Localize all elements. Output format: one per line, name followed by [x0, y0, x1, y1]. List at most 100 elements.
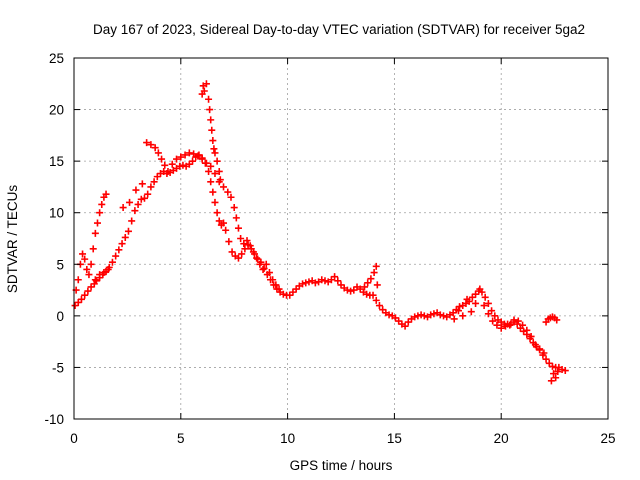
data-point-marker	[132, 186, 140, 194]
data-point-marker	[527, 332, 535, 340]
data-point-marker	[542, 355, 550, 363]
y-tick-label: -5	[52, 360, 64, 375]
data-point-marker	[93, 219, 101, 227]
data-point-marker	[96, 209, 104, 217]
data-point-marker	[220, 183, 228, 191]
data-point-marker	[262, 260, 270, 268]
data-point-marker	[548, 362, 556, 370]
data-point-marker	[210, 145, 218, 153]
data-point-marker	[213, 209, 221, 217]
data-point-marker	[121, 233, 129, 241]
data-point-marker	[213, 157, 221, 165]
data-point-marker	[552, 374, 560, 382]
data-point-marker	[450, 315, 458, 323]
data-point-marker	[558, 365, 566, 373]
data-point-marker	[385, 311, 393, 319]
data-point-marker	[104, 265, 112, 273]
data-point-marker	[137, 195, 145, 203]
y-tick-label: 20	[49, 103, 64, 118]
data-point-marker	[321, 277, 329, 285]
data-point-marker	[510, 316, 518, 324]
data-point-marker	[118, 240, 126, 248]
data-point-marker	[89, 245, 97, 253]
y-tick-label: 5	[56, 257, 64, 272]
data-points	[71, 80, 569, 385]
y-tick-label: 15	[49, 154, 64, 169]
data-point-marker	[531, 341, 539, 349]
data-point-marker	[311, 279, 319, 287]
data-point-marker	[209, 188, 217, 196]
grid-lines	[74, 58, 608, 419]
data-point-marker	[154, 149, 162, 157]
data-point-marker	[150, 178, 158, 186]
data-point-marker	[124, 227, 132, 235]
data-point-marker	[234, 254, 242, 262]
data-point-marker	[115, 246, 123, 254]
chart-title: Day 167 of 2023, Sidereal Day-to-day VTE…	[93, 22, 585, 37]
data-point-marker	[536, 345, 544, 353]
data-point-marker	[472, 299, 480, 307]
data-point-marker	[420, 312, 428, 320]
data-point-marker	[238, 250, 246, 258]
data-point-marker	[140, 194, 148, 202]
data-point-marker	[414, 312, 422, 320]
data-point-marker	[302, 279, 310, 287]
data-point-marker	[189, 157, 197, 165]
data-point-marker	[265, 269, 273, 277]
data-point-marker	[343, 286, 351, 294]
data-point-marker	[144, 190, 152, 198]
data-point-marker	[334, 277, 342, 285]
data-point-marker	[77, 295, 85, 303]
data-point-marker	[216, 176, 224, 184]
data-point-marker	[126, 198, 134, 206]
data-point-marker	[83, 265, 91, 273]
data-point-marker	[91, 276, 99, 284]
data-point-marker	[550, 370, 558, 378]
data-point-marker	[207, 178, 215, 186]
data-point-marker	[279, 290, 287, 298]
data-point-marker	[164, 167, 172, 175]
data-point-marker	[205, 95, 213, 103]
data-point-marker	[232, 214, 240, 222]
data-point-marker	[523, 326, 531, 334]
data-point-marker	[519, 321, 527, 329]
data-point-marker	[246, 242, 254, 250]
data-point-marker	[272, 281, 280, 289]
series-track-b	[72, 190, 112, 294]
data-point-marker	[456, 303, 464, 311]
data-point-marker	[430, 310, 438, 318]
data-point-marker	[158, 155, 166, 163]
data-point-marker	[161, 161, 169, 169]
data-point-marker	[484, 299, 492, 307]
data-point-marker	[364, 279, 372, 287]
data-point-marker	[100, 269, 108, 277]
data-point-marker	[185, 149, 193, 157]
data-point-marker	[143, 139, 151, 147]
data-point-marker	[85, 271, 93, 279]
data-point-marker	[459, 312, 467, 320]
x-tick-label: 10	[280, 431, 295, 446]
data-point-marker	[84, 287, 92, 295]
data-point-marker	[411, 313, 419, 321]
data-point-marker	[194, 152, 202, 160]
data-point-marker	[553, 316, 561, 324]
data-point-marker	[225, 238, 233, 246]
data-point-marker	[215, 217, 223, 225]
data-point-marker	[112, 252, 120, 260]
y-tick-label: 0	[56, 309, 64, 324]
data-point-marker	[275, 285, 283, 293]
data-point-marker	[372, 262, 380, 270]
data-point-marker	[259, 265, 267, 273]
data-point-marker	[372, 296, 380, 304]
data-point-marker	[417, 311, 425, 319]
data-point-marker	[202, 159, 210, 167]
data-point-marker	[249, 248, 257, 256]
data-point-marker	[87, 260, 95, 268]
data-point-marker	[370, 269, 378, 277]
data-point-marker	[176, 162, 184, 170]
data-point-marker	[436, 311, 444, 319]
data-point-marker	[484, 310, 492, 318]
data-point-marker	[179, 161, 187, 169]
plot-frame	[73, 57, 609, 420]
data-point-marker	[480, 302, 488, 310]
